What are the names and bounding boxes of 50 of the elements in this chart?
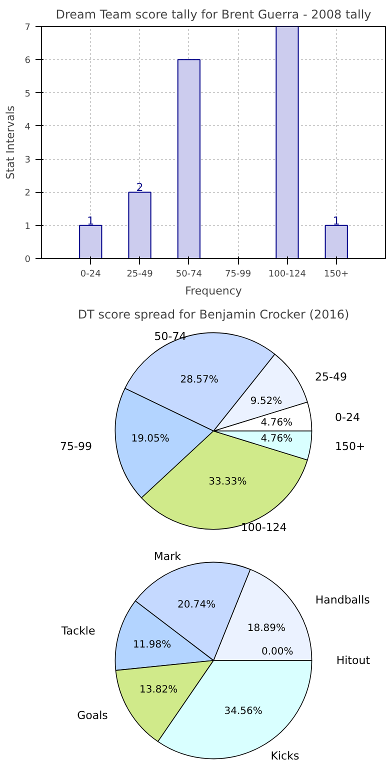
y-tick-label: 0 (24, 255, 31, 265)
slice-label: 25-49 (315, 370, 347, 384)
y-tick-label: 1 (24, 222, 31, 232)
data-label: 20.74% (178, 600, 216, 611)
x-tick-label: 75-99 (224, 270, 252, 280)
bar (276, 26, 299, 258)
x-tick-label: 100-124 (268, 270, 306, 280)
y-axis-title: Stat Intervals (4, 105, 17, 180)
data-label: 1 (87, 214, 94, 228)
slice-label: 150+ (334, 440, 366, 454)
data-label: 33.33% (208, 476, 247, 488)
slice-label: Kicks (270, 749, 300, 762)
data-label: 11.98% (132, 639, 172, 650)
text: 0.00% (262, 646, 294, 658)
bar (128, 192, 152, 258)
slice-label: Tackle (60, 624, 96, 638)
chart-title: DT score spread for Benjamin Crocker (2016) (78, 308, 350, 322)
data-label: 2 (136, 181, 144, 194)
chart-title: Dream Team score tally for Brent Guerra - 2008 tally (56, 8, 372, 22)
x-tick-label: 25-49 (126, 270, 154, 280)
bar (79, 224, 102, 258)
slice-label: 100-124 (240, 521, 287, 534)
y-tick-label: 4 (24, 122, 31, 132)
slice-label: 75-99 (60, 440, 92, 454)
slice-label: Goals (77, 709, 108, 722)
data-label: 13.82% (140, 684, 178, 696)
slice-label: 50-74 (154, 330, 186, 343)
slice-label: Mark (154, 550, 182, 563)
data-label: 28.57% (180, 374, 218, 386)
bar (177, 59, 200, 258)
data-label: 19.05% (131, 433, 170, 444)
data-label: 1 (332, 214, 340, 228)
x-tick-label: 0-24 (80, 270, 102, 280)
data-label: 4.76% (260, 418, 293, 429)
data-label: 9.52% (250, 396, 282, 408)
slice-label: Handballs (315, 594, 370, 607)
category-label: Hitout (336, 654, 370, 667)
y-tick-label: 7 (24, 23, 31, 33)
y-tick-label: 6 (24, 56, 31, 66)
data-label: 4.76% (260, 433, 293, 444)
x-axis-title: Frequency (185, 284, 242, 298)
data-label: 34.56% (224, 706, 262, 717)
slice-label: 0-24 (334, 410, 360, 424)
bar (324, 224, 348, 258)
data-label: 18.89% (247, 622, 286, 634)
y-tick-label: 5 (24, 89, 31, 100)
y-tick-label: 2 (24, 188, 31, 199)
x-tick-label: 150+ (324, 270, 349, 280)
y-tick-label: 3 (24, 156, 31, 166)
x-tick-label: 50-74 (176, 270, 202, 280)
